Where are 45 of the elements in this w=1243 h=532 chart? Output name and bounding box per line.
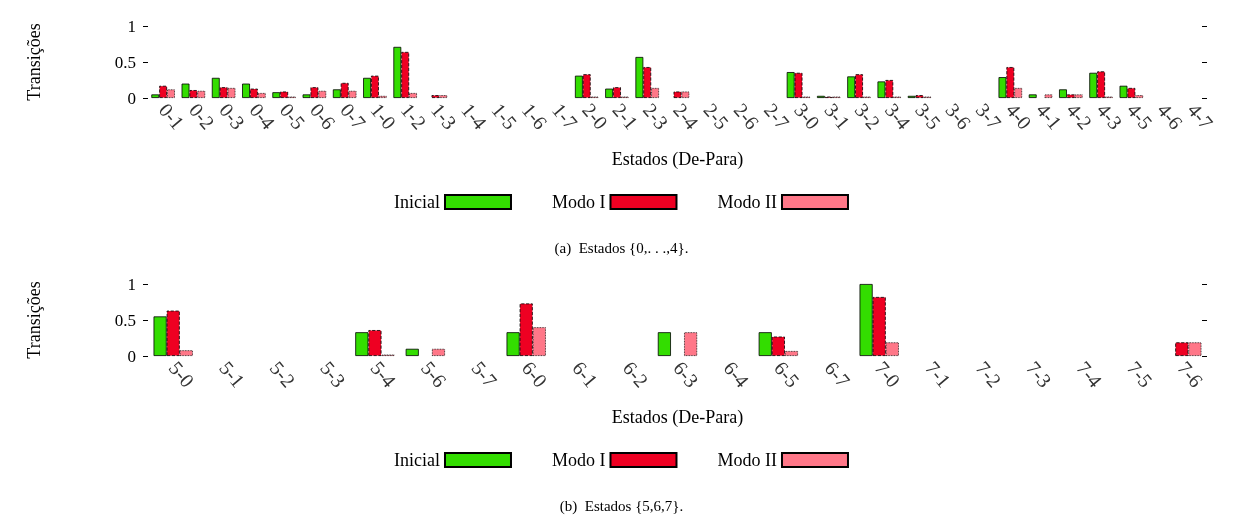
legend-label: Modo I bbox=[551, 450, 606, 470]
x-tick-label: 7-4 bbox=[1072, 356, 1107, 392]
x-tick-label: 5-2 bbox=[265, 356, 300, 392]
x-tick-label: 7-5 bbox=[1122, 356, 1157, 392]
y-tick-label: 0 bbox=[127, 346, 136, 366]
x-tick-label: 6-4 bbox=[719, 356, 754, 392]
bar bbox=[431, 348, 446, 356]
x-tick-label: 7-2 bbox=[971, 356, 1006, 392]
x-tick-label: 5-1 bbox=[215, 356, 250, 392]
legend-label: Inicial bbox=[394, 450, 440, 470]
x-tick-label: 7-1 bbox=[921, 356, 956, 392]
x-tick-label: 7-0 bbox=[870, 356, 905, 392]
bar bbox=[657, 332, 671, 356]
x-tick-label: 5-0 bbox=[164, 356, 199, 392]
x-tick-label: 6-5 bbox=[769, 356, 804, 392]
legend-label: Inicial bbox=[394, 192, 440, 212]
x-tick-label: 6-2 bbox=[618, 356, 653, 392]
y-tick-label: 0.5 bbox=[114, 310, 136, 330]
x-tick-label: 5-4 bbox=[366, 356, 401, 392]
y-tick-label: 1 bbox=[127, 16, 136, 36]
x-tick-label: 7-6 bbox=[1173, 356, 1208, 392]
y-axis-title: Transições bbox=[24, 281, 44, 359]
legend-label: Modo II bbox=[717, 450, 777, 470]
text: (b) Estados {5,6,7}. bbox=[559, 497, 684, 515]
y-tick-label: 0 bbox=[127, 88, 136, 108]
bar bbox=[405, 348, 419, 356]
x-tick-label: 6-7 bbox=[820, 356, 855, 392]
x-tick-label: 5-3 bbox=[316, 356, 351, 392]
x-axis-title: Estados (De-Para) bbox=[611, 149, 744, 170]
x-tick-label: 6-1 bbox=[568, 356, 603, 392]
bar bbox=[684, 332, 698, 356]
x-tick-label: 7-3 bbox=[1022, 356, 1057, 392]
bar bbox=[1044, 94, 1053, 98]
legend-label: Modo I bbox=[551, 192, 606, 212]
text: (a) Estados {0,. . .,4}. bbox=[554, 239, 689, 257]
x-tick-label: 6-0 bbox=[517, 356, 552, 392]
x-tick-label: 5-7 bbox=[467, 356, 502, 392]
legend-label: Modo II bbox=[717, 192, 777, 212]
bar bbox=[1028, 94, 1037, 98]
y-axis-title: Transições bbox=[24, 23, 44, 101]
y-tick-label: 0.5 bbox=[114, 52, 136, 72]
x-tick-label: 6-3 bbox=[669, 356, 704, 392]
x-axis-title: Estados (De-Para) bbox=[611, 407, 744, 428]
x-tick-label: 5-6 bbox=[416, 356, 451, 392]
y-tick-label: 1 bbox=[127, 274, 136, 294]
